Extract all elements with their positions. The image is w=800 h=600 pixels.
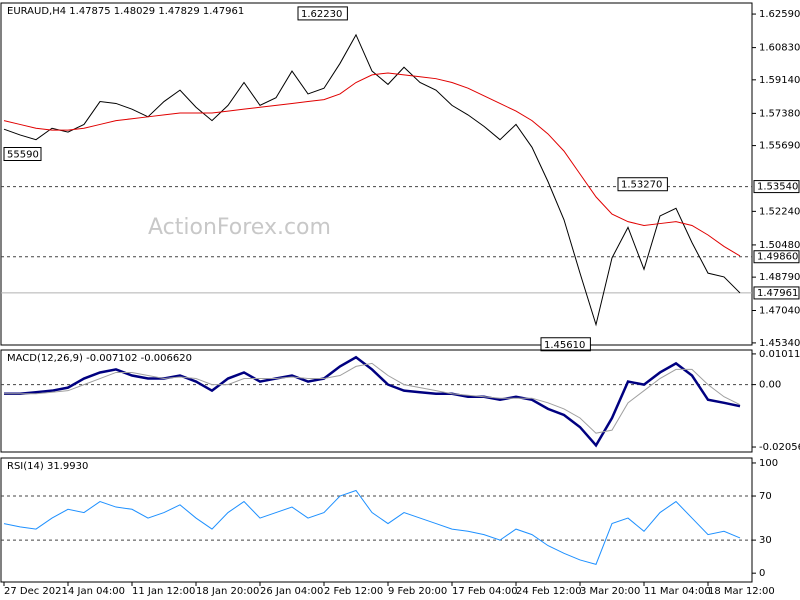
annotation-label: 55590	[7, 150, 39, 161]
x-tick-label: 2 Feb 12:00	[324, 586, 383, 597]
annotation-box	[617, 177, 668, 192]
x-tick-label: 9 Feb 20:00	[388, 586, 447, 597]
y-tick-label: 1.55690	[759, 141, 800, 152]
annotation-box	[540, 337, 591, 352]
level-label: 1.49860	[757, 252, 798, 263]
y-tick-label: 30	[759, 535, 772, 546]
pane-title: MACD(12,26,9) -0.007102 -0.006620	[7, 353, 192, 364]
x-tick-label: 4 Jan 04:00	[68, 586, 125, 597]
y-tick-label: 0.010113	[759, 349, 800, 360]
y-tick-label: 1.57380	[759, 108, 800, 119]
y-tick-label: 0	[759, 568, 765, 579]
x-tick-label: 26 Jan 04:00	[260, 586, 323, 597]
x-tick-label: 18 Jan 20:00	[196, 586, 259, 597]
pane-frame	[0, 2, 753, 346]
x-tick-label: 3 Mar 20:00	[580, 586, 640, 597]
annotation-box	[297, 6, 348, 21]
pane-frame	[0, 349, 753, 453]
x-tick-label: 24 Feb 12:00	[516, 586, 582, 597]
level-label-box	[753, 250, 800, 264]
pane-title: RSI(14) 31.9930	[7, 461, 88, 472]
series-line	[3, 489, 741, 565]
y-tick-label: 1.47040	[759, 305, 800, 316]
x-tick-label: 18 Mar 12:00	[708, 586, 775, 597]
y-tick-label: 1.60830	[759, 43, 800, 54]
y-tick-label: 1.59140	[759, 75, 800, 86]
y-tick-label: 1.45340	[759, 338, 800, 349]
current-price-box	[753, 286, 800, 300]
pane-frame	[0, 457, 753, 583]
annotation-label: 1.62230	[301, 9, 342, 20]
current-price-label: 1.47961	[757, 288, 798, 299]
y-tick-label: 100	[759, 458, 778, 469]
y-tick-label: -0.020561	[759, 442, 800, 453]
annotation-label: 1.53270	[621, 180, 662, 191]
annotation-label: 1.45610	[544, 340, 585, 351]
annotation-box	[3, 147, 42, 162]
y-tick-label: 0.00	[759, 380, 781, 391]
y-tick-label: 1.52240	[759, 206, 800, 217]
level-label-box	[753, 180, 800, 194]
pane-title: EURAUD,H4 1.47875 1.48029 1.47829 1.4796…	[7, 6, 244, 17]
x-tick-label: 11 Jan 12:00	[132, 586, 195, 597]
series-line	[3, 72, 741, 257]
y-tick-label: 1.62590	[759, 9, 800, 20]
x-tick-label: 17 Feb 04:00	[452, 586, 518, 597]
x-tick-label: 11 Mar 04:00	[644, 586, 711, 597]
series-line	[3, 33, 741, 327]
x-tick-label: 27 Dec 2021	[4, 586, 68, 597]
series-line	[4, 362, 741, 434]
y-tick-label: 1.50480	[759, 240, 800, 251]
watermark: ActionForex.com	[148, 215, 331, 240]
series-line	[4, 355, 741, 448]
level-label: 1.53540	[757, 182, 798, 193]
y-tick-label: 70	[759, 491, 772, 502]
y-tick-label: 1.48790	[759, 272, 800, 283]
